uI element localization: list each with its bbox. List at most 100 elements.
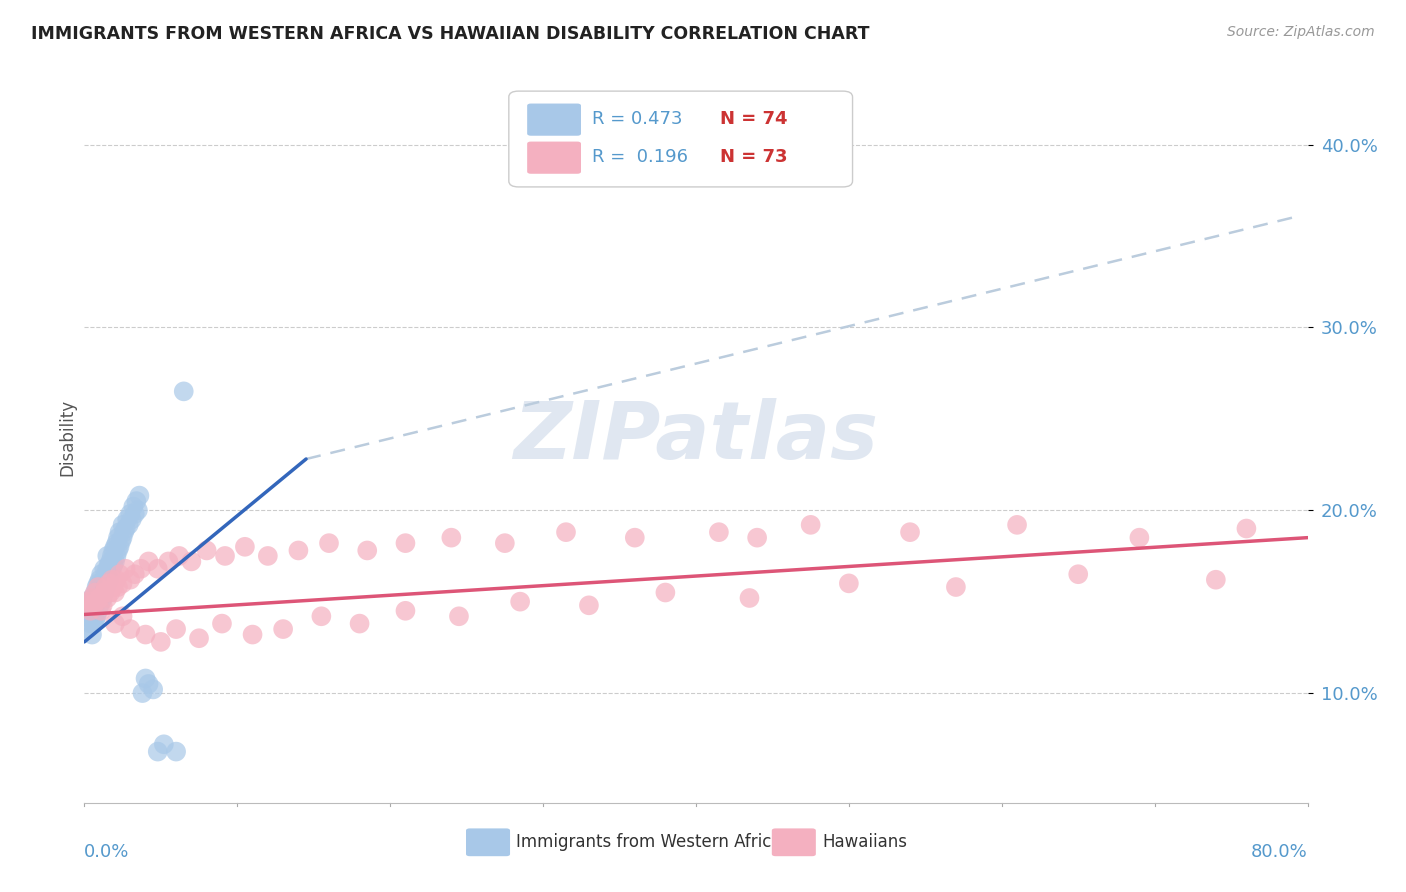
Point (77, 594, 100, 608)
Point (96, 576, 118, 591)
Point (103, 558, 125, 573)
Point (80, 591, 103, 605)
Point (121, 512, 143, 526)
Point (93, 562, 115, 576)
Point (233, 540, 256, 554)
Point (90, 604, 112, 618)
FancyBboxPatch shape (772, 829, 815, 856)
Text: IMMIGRANTS FROM WESTERN AFRICA VS HAWAIIAN DISABILITY CORRELATION CHART: IMMIGRANTS FROM WESTERN AFRICA VS HAWAII… (31, 25, 869, 43)
Point (94, 580, 117, 594)
Point (129, 562, 152, 576)
Point (114, 562, 136, 576)
Point (747, 531, 769, 545)
Point (103, 580, 125, 594)
Point (118, 517, 141, 532)
Point (624, 531, 647, 545)
Point (124, 567, 146, 582)
Point (1128, 531, 1150, 545)
Point (173, 384, 195, 399)
Point (91, 576, 114, 591)
Point (394, 604, 416, 618)
Point (86, 609, 108, 624)
Point (135, 627, 157, 641)
Point (87, 580, 110, 594)
Point (114, 521, 136, 535)
Point (79, 604, 101, 618)
Text: 0.0%: 0.0% (84, 843, 129, 861)
Point (94, 580, 117, 594)
Point (83, 604, 105, 618)
Point (111, 576, 134, 591)
Point (115, 512, 138, 526)
FancyBboxPatch shape (465, 829, 510, 856)
Point (146, 745, 169, 759)
Point (111, 517, 134, 532)
Text: Source: ZipAtlas.com: Source: ZipAtlas.com (1227, 25, 1375, 39)
Point (287, 543, 309, 558)
Point (89, 599, 111, 613)
Point (86, 594, 108, 608)
Point (318, 536, 340, 550)
Point (146, 562, 169, 576)
Point (838, 576, 860, 591)
Text: N = 74: N = 74 (720, 110, 787, 128)
Point (87, 576, 110, 591)
Point (124, 507, 146, 521)
Point (107, 580, 129, 594)
Point (80, 627, 103, 641)
Point (311, 609, 333, 624)
Point (180, 554, 202, 568)
Point (555, 525, 578, 540)
Point (91, 591, 114, 605)
Point (104, 554, 127, 568)
Point (138, 554, 160, 568)
Point (800, 517, 823, 532)
Point (93, 585, 115, 599)
Point (578, 599, 600, 613)
Text: Hawaiians: Hawaiians (823, 833, 907, 851)
Point (654, 585, 676, 599)
Text: R =  0.196: R = 0.196 (592, 148, 688, 166)
Point (79, 616, 101, 631)
Point (1236, 521, 1258, 535)
Point (195, 543, 218, 558)
Text: N = 73: N = 73 (720, 148, 787, 166)
Point (707, 525, 730, 540)
Point (738, 591, 761, 605)
Point (98, 585, 121, 599)
Point (79, 604, 101, 618)
Point (84, 599, 107, 613)
Point (1205, 573, 1227, 587)
Point (103, 543, 125, 558)
Point (101, 549, 124, 563)
Point (349, 616, 371, 631)
Point (105, 536, 128, 550)
FancyBboxPatch shape (527, 103, 581, 136)
Point (211, 616, 233, 631)
Point (167, 549, 190, 563)
Point (128, 489, 150, 503)
Point (112, 525, 135, 540)
Point (509, 594, 531, 608)
Point (104, 540, 127, 554)
Point (76, 622, 98, 636)
Point (135, 672, 157, 686)
Point (108, 567, 131, 582)
Point (77, 599, 100, 613)
Point (98, 554, 121, 568)
Point (105, 549, 128, 563)
Point (104, 585, 127, 599)
Point (94, 567, 117, 582)
Point (97, 573, 120, 587)
Point (80, 591, 103, 605)
Point (83, 591, 105, 605)
Point (107, 531, 129, 545)
Point (111, 609, 134, 624)
Point (157, 554, 180, 568)
Point (104, 616, 127, 631)
Point (84, 585, 107, 599)
Point (105, 573, 128, 587)
Point (96, 549, 118, 563)
FancyBboxPatch shape (527, 142, 581, 174)
Point (93, 573, 115, 587)
